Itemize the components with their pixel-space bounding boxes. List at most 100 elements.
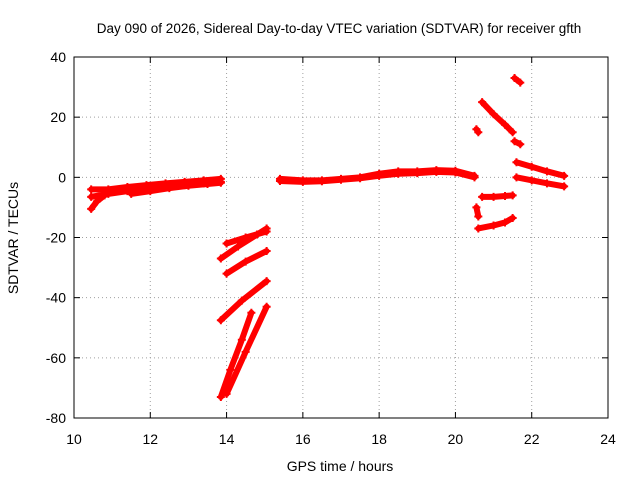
data-point [489,192,498,201]
data-point [508,213,517,222]
data-point [237,335,246,344]
data-point [216,316,225,325]
data-point [451,168,460,177]
data-point [127,189,136,198]
data-point [222,389,231,398]
series-arc-i [216,308,256,401]
y-tick-label: 20 [50,109,66,125]
data-point [472,203,481,212]
series-arc-s [472,203,483,221]
data-point [508,191,517,200]
data-point [560,171,569,180]
data-series [87,74,569,401]
data-point [474,212,483,221]
data-point [317,177,326,186]
data-point [337,175,345,184]
data-point [432,167,441,176]
y-tick-label: -40 [46,290,66,306]
data-point [216,392,225,401]
data-point [560,182,569,191]
series-trace [475,214,516,232]
data-point [508,128,517,137]
data-point [542,179,551,188]
data-point [226,365,235,374]
data-point [262,227,271,236]
data-point [87,185,96,194]
x-tick-label: 18 [371,431,387,447]
x-tick-label: 22 [524,431,540,447]
data-point [203,179,212,188]
data-point [542,167,551,176]
data-point [100,191,109,200]
data-point [237,296,246,305]
data-point [413,169,422,178]
data-point [222,269,231,278]
chart-title: Day 090 of 2026, Sidereal Day-to-day VTE… [97,21,581,36]
data-point [501,120,510,129]
data-point [222,239,231,248]
y-tick-label: 40 [50,49,66,65]
y-axis-label: SDTVAR / TECUs [5,182,21,294]
series-arc-f [222,227,271,248]
x-tick-label: 12 [142,431,158,447]
series-arc-t [478,191,517,201]
x-tick-label: 14 [219,431,235,447]
series-arc-g [222,247,271,278]
data-point [474,224,483,233]
data-point [262,302,271,311]
series-arc-u [474,213,517,233]
series-arc-l [275,167,479,186]
series-trace [513,174,568,190]
series-trace [217,309,255,400]
series-arc-c [87,191,109,213]
data-point [262,247,271,256]
x-tick-label: 10 [66,431,82,447]
data-point [512,173,521,182]
data-point [241,233,250,242]
series-arc-p [510,137,525,149]
data-point [87,204,96,213]
data-point [510,137,519,146]
series-arc-h [216,277,271,325]
data-point [489,110,498,119]
data-point [478,192,487,201]
data-point [247,308,256,317]
data-point [184,181,193,190]
data-point [516,140,525,149]
y-tick-label: -80 [46,410,66,426]
data-point [516,78,525,87]
data-point [216,254,225,263]
x-axis-label: GPS time / hours [287,458,394,474]
series-trace [479,99,516,136]
x-tick-label: 24 [600,431,616,447]
data-point [241,347,250,356]
data-point [527,176,536,185]
data-point [474,128,483,137]
data-point [394,169,403,178]
data-point [375,171,384,180]
data-point [470,173,479,182]
x-tick-label: 16 [295,431,311,447]
x-tick-label: 20 [448,431,464,447]
series-arc-q [512,158,569,180]
data-point [501,191,510,200]
data-point [510,74,519,83]
data-point [512,158,521,167]
data-point [501,218,510,227]
y-tick-label: -60 [46,350,66,366]
data-point [92,197,101,206]
data-point [527,162,536,171]
data-point [234,242,243,251]
y-tick-label: 0 [58,169,66,185]
series-arc-n [478,98,517,137]
data-point [489,221,498,230]
series-arc-r [512,173,569,191]
data-point [241,257,250,266]
data-point [262,277,271,286]
data-point [165,184,174,193]
data-point [146,187,155,196]
y-tick-label: -20 [46,230,66,246]
data-point [478,98,487,107]
